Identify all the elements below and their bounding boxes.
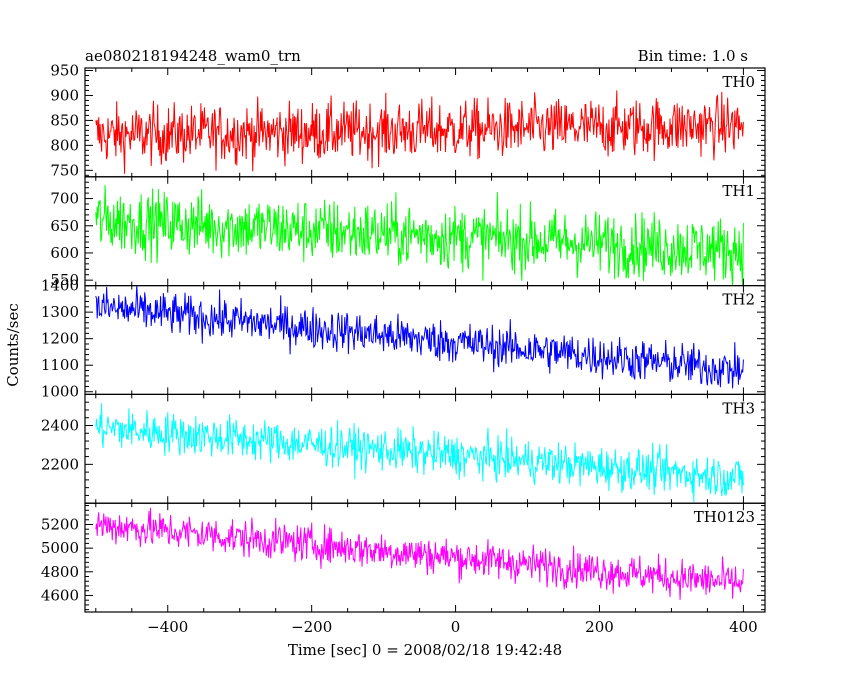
y-tick-label: 650 [50,217,79,235]
y-tick-label: 800 [50,136,79,154]
panels-group: 750 800 850 900 950 TH0 550 600 650 700 TH1 1000 110… [41,61,766,636]
y-tick-label: 550 [50,271,79,289]
panel-th0123: 4600 4800 5000 5200 TH0123 [41,502,766,613]
series-line-th3 [95,403,744,503]
series-line-th1 [95,184,744,286]
y-tick-label: 2400 [41,416,79,434]
y-tick-label: 1300 [41,303,79,321]
series-label-th1: TH1 [722,182,755,200]
chart-title: ae080218194248_wam0_trn [85,47,301,65]
panel-th3: 2200 2400 TH3 [41,393,766,504]
series-line-th0123 [95,507,744,600]
panel-frame [84,285,766,396]
y-tick-label: 2200 [41,455,79,473]
x-axis-label: Time [sec] 0 = 2008/02/18 19:42:48 [288,641,562,659]
panel-th2: 1000 1100 1200 1300 1400 TH2 [41,277,766,401]
x-tick-label: 400 [729,618,758,636]
y-tick-label: 700 [50,190,79,208]
series-line-th2 [95,285,744,389]
y-tick-label: 4800 [41,563,79,581]
x-tick-label: −200 [291,618,332,636]
y-tick-label: 900 [50,86,79,104]
series-label-th2: TH2 [722,291,755,309]
y-tick-label: 5000 [41,539,79,557]
y-tick-label: 1200 [41,330,79,348]
x-tick-label: 0 [451,618,461,636]
bin-time-label: Bin time: 1.0 s [638,47,748,65]
y-tick-label: 600 [50,244,79,262]
series-label-th0: TH0 [722,73,755,91]
y-tick-label: 750 [50,161,79,179]
y-tick-label: 4600 [41,586,79,604]
y-tick-label: 5200 [41,515,79,533]
y-axis-label: Counts/sec [4,303,22,387]
panel-frame [84,502,766,613]
panel-frame [84,393,766,504]
y-tick-label: 950 [50,61,79,79]
y-tick-label: 1400 [41,277,79,295]
series-label-th3: TH3 [722,399,755,417]
x-tick-label: −400 [147,618,188,636]
panel-th1: 550 600 650 700 TH1 [50,176,766,289]
y-tick-label: 1000 [41,383,79,401]
y-tick-label: 1100 [41,356,79,374]
panel-th0: 750 800 850 900 950 TH0 [50,61,766,179]
series-label-th0123: TH0123 [694,508,755,526]
x-tick-label: 200 [585,618,614,636]
series-line-th0 [95,90,744,174]
y-tick-label: 850 [50,111,79,129]
